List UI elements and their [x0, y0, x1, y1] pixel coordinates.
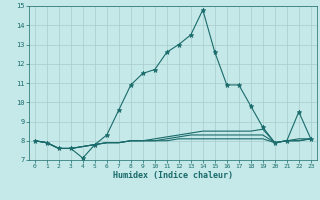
X-axis label: Humidex (Indice chaleur): Humidex (Indice chaleur)	[113, 171, 233, 180]
